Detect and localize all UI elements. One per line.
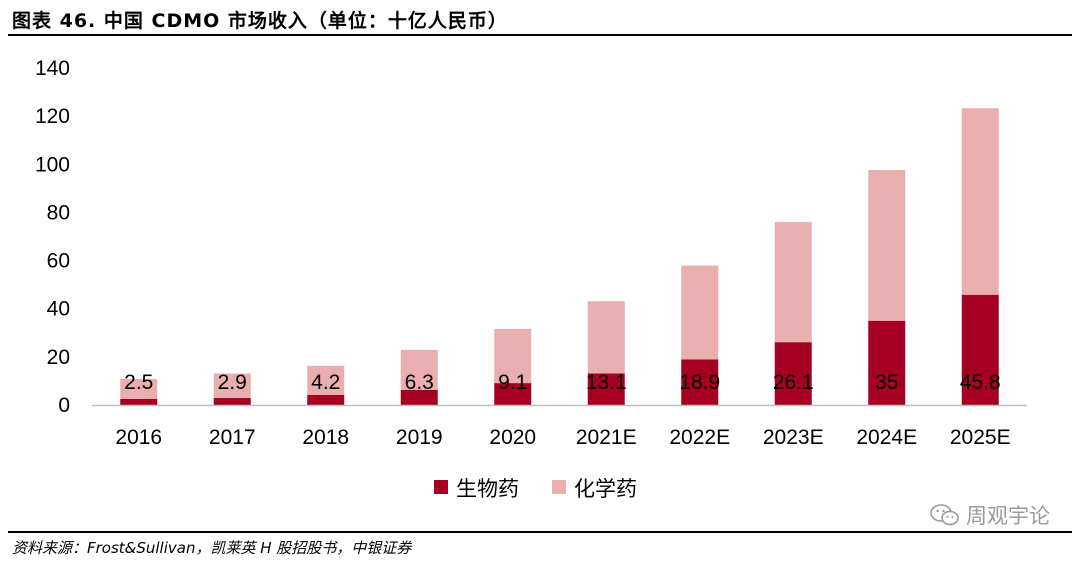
bar-chem [120,379,158,399]
y-tick-label: 120 [35,105,70,128]
y-tick-label: 100 [35,153,70,176]
bar-bio [120,398,158,405]
data-label: 2.5 [124,371,153,394]
bar-chem [213,373,251,399]
wechat-icon [930,504,959,526]
data-label: 4.2 [311,371,340,394]
bar-chem [868,170,906,321]
chart-title: 图表 46. 中国 CDMO 市场收入（单位：十亿人民币） [12,10,508,32]
title-rule [8,34,1072,36]
y-tick-label: 80 [47,201,70,224]
y-tick-label: 40 [47,298,70,321]
bar-bio [868,320,906,405]
data-label: 26.1 [773,371,814,394]
bar-chem [307,365,345,395]
bar-bio [400,389,438,405]
x-tick-label: 2018 [302,426,349,449]
data-label: 35 [875,371,898,394]
bar-chem [400,349,438,390]
y-tick-label: 20 [47,346,70,369]
legend-swatch-chem [552,480,566,494]
data-label: 13.1 [586,371,627,394]
x-tick-label: 2020 [489,426,536,449]
data-label: 45.8 [960,371,1001,394]
source-rule [8,531,1072,533]
y-tick-label: 0 [58,394,70,417]
legend-swatch-bio [434,480,448,494]
x-tick-label: 2023E [763,426,824,449]
watermark-text: 周观宇论 [966,504,1050,528]
bar-bio [961,294,999,405]
bar-bio [681,359,719,405]
bar-chem [587,301,625,374]
x-tick-label: 2016 [115,426,162,449]
bar-chem [494,328,532,384]
bar-chem [681,265,719,360]
bar-bio [213,398,251,405]
x-tick-label: 2024E [856,426,917,449]
bar-bio [587,373,625,405]
x-tick-label: 2022E [669,426,730,449]
data-label: 18.9 [679,371,720,394]
source-note: 资料来源：Frost&Sullivan，凯莱英 H 股招股书，中银证券 [12,539,412,557]
bar-chem [774,222,812,343]
bar-bio [494,383,532,405]
x-tick-label: 2017 [209,426,256,449]
watermark: 周观宇论 [930,500,1050,530]
bar-bio [774,342,812,405]
y-tick-label: 140 [35,57,70,80]
x-tick-label: 2019 [396,426,443,449]
data-label: 2.9 [218,371,247,394]
legend-label-chem: 化学药 [574,477,637,501]
x-tick-label: 2021E [576,426,637,449]
data-label: 6.3 [405,371,434,394]
bar-bio [307,394,345,405]
x-tick-label: 2025E [950,426,1011,449]
data-label: 9.1 [498,371,527,394]
y-tick-label: 60 [47,250,70,273]
bar-chart: 0 20 40 60 80 100 120 140 2.5 2016 2.9 2017 4.2 2018 6… [35,57,1027,501]
legend-label-bio: 生物药 [456,477,519,501]
bar-chem [961,108,999,295]
